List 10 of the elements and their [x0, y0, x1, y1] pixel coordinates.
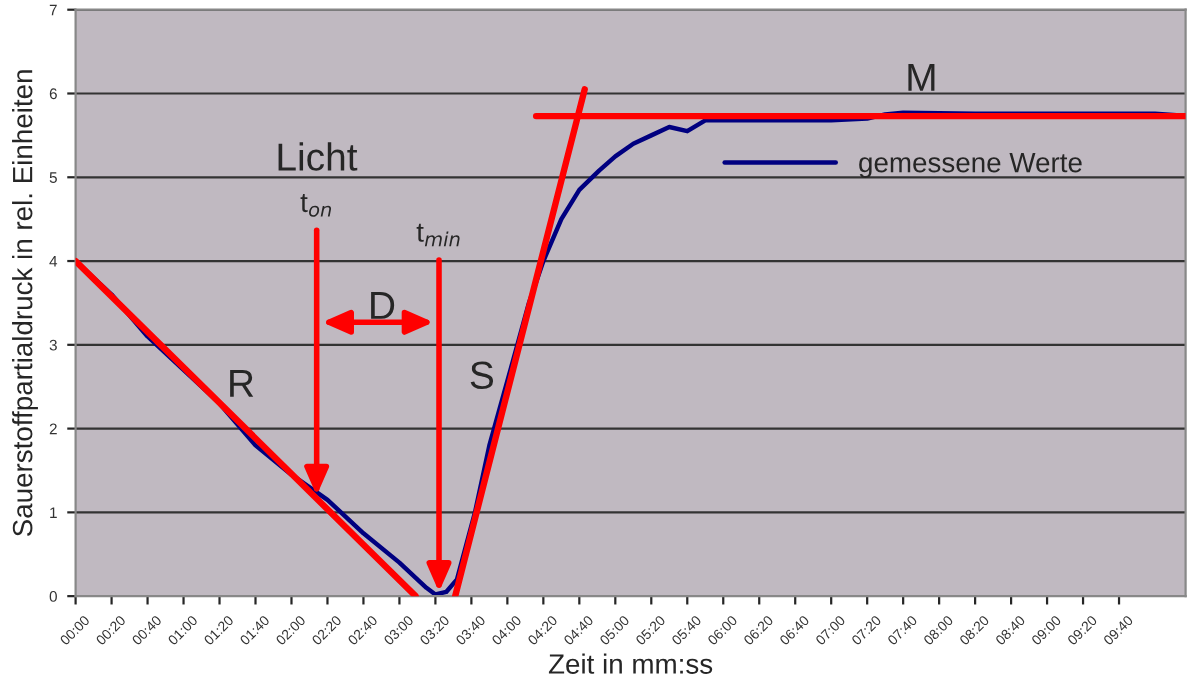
annotation: D: [371, 292, 395, 319]
annotation: R: [230, 370, 254, 397]
y-axis-title: Sauerstoffpartialdruck in rel. Einheiten: [12, 70, 38, 537]
annotation: M: [908, 63, 935, 91]
x-axis-title: Zeit in mm:ss: [548, 653, 713, 674]
legend-label: gemessene Werte: [859, 153, 1082, 178]
annotation: t$_{on}$: [300, 194, 332, 217]
annotation: t$_{min}$: [416, 223, 460, 247]
annotation: Licht: [278, 142, 358, 171]
annotation: S: [470, 361, 494, 390]
